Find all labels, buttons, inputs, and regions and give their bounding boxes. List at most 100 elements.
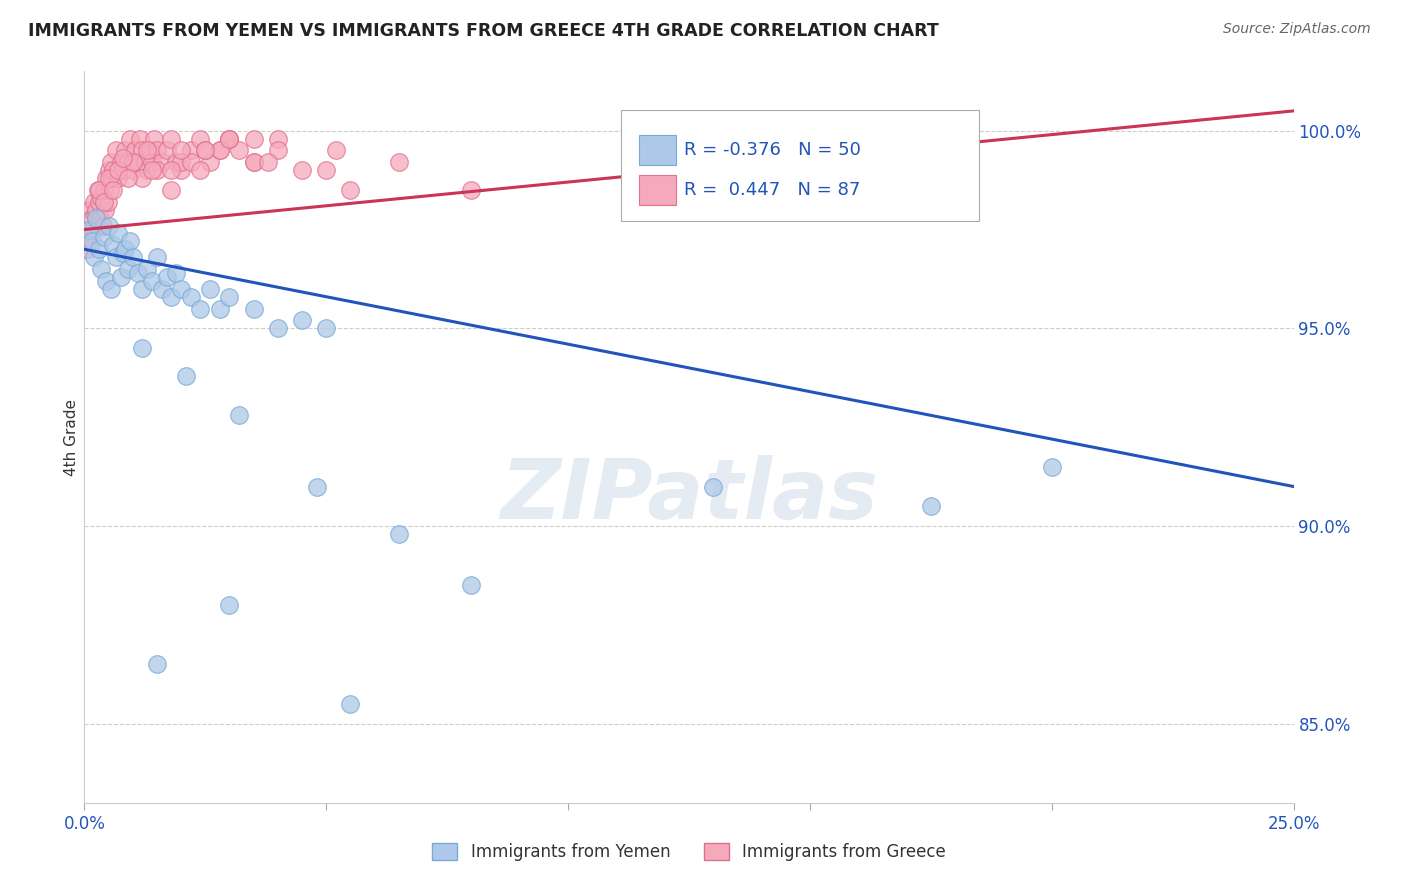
Point (97, 171, 120, 186)
Point (180, 290, 202, 304)
Point (242, 155, 264, 169)
Point (114, 242, 136, 256)
Point (94, 171, 117, 186)
Point (267, 144, 290, 158)
Point (146, 163, 169, 178)
Point (315, 163, 337, 178)
Text: R = -0.376   N = 50: R = -0.376 N = 50 (685, 141, 860, 159)
Point (242, 155, 264, 169)
Point (242, 131, 264, 145)
Point (388, 527, 411, 541)
Text: IMMIGRANTS FROM YEMEN VS IMMIGRANTS FROM GREECE 4TH GRADE CORRELATION CHART: IMMIGRANTS FROM YEMEN VS IMMIGRANTS FROM… (28, 22, 939, 40)
Point (136, 144, 159, 158)
Point (131, 144, 153, 158)
Point (702, 479, 724, 493)
Point (82, 222, 104, 236)
Point (190, 163, 212, 178)
Point (228, 144, 250, 158)
Point (103, 183, 125, 197)
Point (86, 202, 108, 217)
Point (198, 282, 221, 296)
Point (83, 194, 105, 209)
Point (86, 211, 108, 225)
Point (121, 250, 143, 264)
Point (131, 282, 153, 296)
Point (218, 598, 240, 612)
Point (190, 131, 212, 145)
Point (305, 479, 328, 493)
Point (93, 202, 115, 217)
Point (160, 183, 183, 197)
Point (124, 144, 146, 158)
Point (104, 250, 127, 264)
Point (150, 155, 173, 169)
Point (93, 230, 115, 244)
Point (77, 222, 100, 236)
Point (110, 155, 132, 169)
Point (80, 235, 103, 249)
Point (1040, 459, 1063, 474)
Point (98, 183, 121, 197)
Point (170, 282, 193, 296)
Point (170, 155, 193, 169)
Point (114, 144, 136, 158)
Point (131, 171, 153, 186)
Point (93, 183, 115, 197)
Point (112, 152, 135, 166)
Point (180, 144, 202, 158)
Point (121, 163, 143, 178)
Point (94, 274, 117, 288)
Point (127, 155, 149, 169)
Point (920, 500, 942, 514)
Point (107, 227, 129, 241)
Text: Source: ZipAtlas.com: Source: ZipAtlas.com (1223, 22, 1371, 37)
Point (160, 163, 183, 178)
Point (339, 183, 361, 197)
Point (80, 211, 103, 225)
Point (84, 207, 107, 221)
Point (117, 155, 139, 169)
Point (87, 194, 110, 209)
Point (165, 155, 187, 169)
Point (170, 144, 193, 158)
Point (121, 155, 143, 169)
Point (291, 163, 314, 178)
Point (90, 191, 112, 205)
Point (218, 290, 240, 304)
Point (460, 578, 482, 592)
Point (198, 155, 221, 169)
Point (100, 282, 122, 296)
Point (97, 163, 120, 178)
Point (194, 144, 217, 158)
Point (112, 246, 135, 260)
Text: ZIPatlas: ZIPatlas (501, 455, 877, 536)
Point (146, 250, 169, 264)
Point (89, 211, 111, 225)
Point (165, 266, 187, 280)
Point (138, 144, 160, 158)
Point (218, 131, 240, 145)
Point (134, 155, 156, 169)
Point (267, 131, 290, 145)
Point (146, 144, 169, 158)
Point (136, 163, 159, 178)
Point (93, 194, 115, 209)
Point (76, 242, 98, 256)
Point (141, 163, 163, 178)
Point (90, 262, 112, 277)
Point (325, 144, 347, 158)
Point (218, 131, 240, 145)
Point (257, 155, 280, 169)
Point (218, 131, 240, 145)
Point (180, 155, 202, 169)
Point (155, 144, 177, 158)
Point (388, 155, 411, 169)
Point (87, 183, 110, 197)
Point (120, 235, 142, 249)
Legend: Immigrants from Yemen, Immigrants from Greece: Immigrants from Yemen, Immigrants from G… (426, 836, 952, 868)
Point (146, 657, 169, 672)
Point (160, 290, 183, 304)
Point (208, 144, 231, 158)
Point (129, 131, 152, 145)
Point (107, 163, 129, 178)
